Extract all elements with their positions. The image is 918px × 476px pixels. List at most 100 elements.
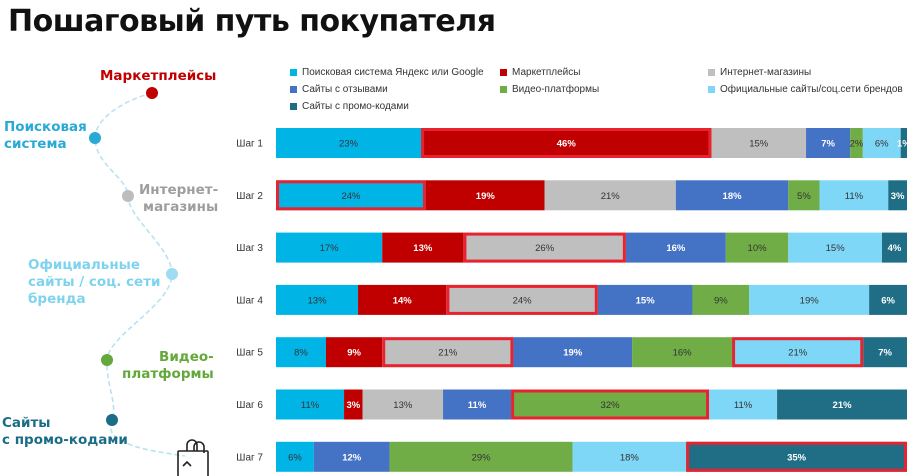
value-label: 35% (787, 452, 807, 463)
bar-segment (513, 337, 633, 368)
bar-segment (276, 232, 383, 263)
value-label: 16% (666, 243, 686, 254)
value-label: 21% (438, 348, 458, 359)
value-label: 3% (891, 191, 905, 202)
bar-segment (850, 128, 863, 158)
category-label: Шаг 6 (236, 400, 263, 411)
legend-item-1: Маркетплейсы (500, 67, 580, 78)
stage-label-official-sites: Официальные сайты / соц. сети бренда (28, 257, 161, 307)
bar-segment (382, 232, 464, 263)
value-label: 23% (339, 139, 359, 150)
shopping-bag-icon (177, 439, 209, 476)
legend-swatch (290, 103, 297, 110)
value-label: 9% (347, 348, 361, 359)
value-label: 21% (788, 348, 808, 359)
bar-segment (819, 180, 889, 211)
bar-segment (863, 337, 907, 368)
bar-segment (443, 389, 512, 420)
bar-segment (862, 128, 901, 158)
bar-segment (869, 284, 907, 315)
value-label: 6% (881, 295, 895, 306)
value-label: 5% (797, 191, 811, 202)
bar-segment (709, 389, 778, 420)
legend-label: Официальные сайты/соц.сети брендов (720, 84, 903, 95)
stage-dot-search (89, 132, 101, 144)
value-label: 15% (826, 243, 846, 254)
value-label: 11% (468, 400, 487, 411)
bar-segment (900, 128, 907, 158)
value-label: 6% (875, 139, 889, 150)
legend-label: Интернет-магазины (720, 67, 812, 78)
stage-dot-online-stores (122, 190, 134, 202)
bar-segment (511, 389, 710, 420)
value-label: 24% (513, 295, 533, 306)
bar-segment (276, 128, 422, 158)
stage-dot-video (101, 354, 113, 366)
highlight-box (463, 232, 626, 263)
legend-label: Видео-платформы (512, 84, 600, 95)
legend-label: Сайты с промо-кодами (302, 101, 409, 112)
bar-segment (425, 180, 545, 211)
bar-segment (732, 337, 864, 368)
category-label: Шаг 7 (236, 452, 263, 463)
stage-label-video: Видео- платформы (122, 349, 214, 382)
value-label: 21% (601, 191, 621, 202)
value-label: 18% (723, 191, 743, 202)
category-label: Шаг 5 (236, 348, 263, 359)
legend-item-3: Сайты с отзывами (290, 84, 388, 95)
category-label: Шаг 1 (236, 139, 263, 150)
value-label: 29% (472, 452, 492, 463)
value-label: 19% (563, 348, 583, 359)
value-label: 4% (888, 243, 902, 254)
legend-label: Поисковая система Яндекс или Google (302, 67, 484, 78)
value-label: 8% (294, 348, 308, 359)
stage-label-online-stores: Интернет- магазины (139, 182, 219, 215)
bar-segment (544, 180, 676, 211)
value-label: 11% (301, 400, 320, 411)
stage-dot-marketplaces (146, 87, 158, 99)
value-label: 3% (346, 400, 360, 411)
value-label: 17% (320, 243, 340, 254)
bar-segment (389, 441, 573, 472)
legend-swatch (708, 86, 715, 93)
bar-segment (276, 441, 314, 472)
highlight-box (276, 180, 426, 211)
legend-swatch (500, 69, 507, 76)
bar-segment (788, 232, 883, 263)
value-label: 7% (878, 348, 892, 359)
value-label: 19% (476, 191, 496, 202)
legend-swatch (290, 69, 297, 76)
bar-segment (632, 337, 733, 368)
bar-segment (421, 128, 712, 158)
bar-segment (788, 180, 820, 211)
value-label: 14% (393, 295, 413, 306)
bar-segment (725, 232, 789, 263)
value-label: 2% (850, 139, 864, 150)
stage-dot-promo (106, 414, 118, 426)
stage-label-search: Поисковая система (4, 119, 87, 152)
value-label: 24% (341, 191, 361, 202)
category-label: Шаг 4 (236, 295, 263, 306)
value-label: 15% (749, 139, 769, 150)
highlight-box (382, 337, 514, 368)
bar-segment (276, 284, 359, 315)
stage-dot-official-sites (166, 268, 178, 280)
value-label: 21% (833, 400, 853, 411)
category-label: Шаг 3 (236, 243, 263, 254)
bar-segment (882, 232, 907, 263)
bar-segment (692, 284, 750, 315)
legend-item-4: Видео-платформы (500, 84, 599, 95)
bar-segment (625, 232, 726, 263)
value-label: 16% (673, 348, 693, 359)
bar-segment (362, 389, 444, 420)
value-label: 32% (601, 400, 621, 411)
bar-segment (276, 389, 345, 420)
value-label: 9% (714, 295, 728, 306)
bar-segment (711, 128, 807, 158)
highlight-box (732, 337, 864, 368)
bar-segment (325, 337, 383, 368)
stage-label-marketplaces: Маркетплейсы (100, 68, 217, 84)
highlight-box (446, 284, 598, 315)
legend-item-2: Интернет-магазины (708, 67, 811, 78)
